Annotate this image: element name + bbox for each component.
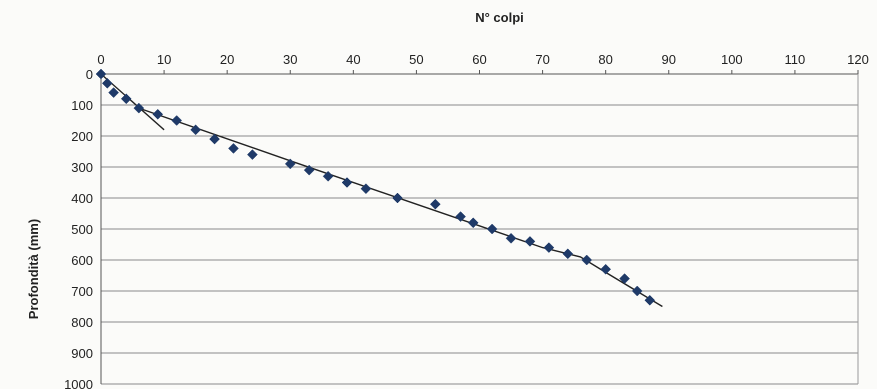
data-point: [101, 77, 113, 89]
data-point: [120, 93, 132, 105]
data-point: [360, 183, 372, 195]
x-tick-label: 40: [346, 52, 360, 67]
y-tick-label: 0: [86, 67, 93, 82]
y-tick-label: 400: [71, 191, 93, 206]
y-tick-label: 1000: [64, 377, 93, 389]
data-point: [209, 133, 220, 145]
data-point: [524, 236, 536, 247]
x-tick-label: 10: [157, 52, 171, 67]
x-tick-label: 20: [220, 52, 234, 67]
data-point: [392, 192, 403, 204]
data-point: [133, 102, 145, 114]
data-point: [600, 263, 612, 275]
y-tick-label: 600: [71, 253, 93, 268]
y-tick-label: 800: [71, 315, 93, 330]
data-point: [284, 158, 296, 170]
y-tick-label: 900: [71, 346, 93, 361]
data-point: [486, 223, 498, 235]
data-point: [228, 143, 239, 154]
x-tick-label: 100: [721, 52, 743, 67]
grid: [101, 73, 858, 385]
x-tick-label: 90: [662, 52, 676, 67]
data-point: [543, 242, 555, 253]
data-point: [631, 285, 643, 297]
x-tick-label: 50: [409, 52, 423, 67]
axes: [100, 70, 859, 384]
data-point: [644, 294, 656, 306]
y-tick-label: 300: [71, 160, 93, 175]
data-point: [455, 211, 466, 222]
data-point: [190, 124, 201, 136]
data-point: [619, 273, 630, 284]
data-point: [303, 164, 315, 176]
x-tick-label: 70: [535, 52, 549, 67]
x-axis-title: N° colpi: [475, 10, 524, 25]
data-point: [341, 177, 353, 188]
data-point: [467, 217, 479, 229]
x-tick-label: 120: [847, 52, 869, 67]
trendlines: [100, 73, 663, 308]
x-tick-label: 30: [283, 52, 297, 67]
data-point: [429, 198, 441, 210]
y-axis-title: Profondità (mm): [26, 219, 41, 319]
tick-labels: 0 100 200 300 400 500 600 700 800 900 1000 0 10 20 30 4…: [64, 52, 869, 389]
data-point: [322, 170, 334, 182]
x-tick-label: 0: [97, 52, 104, 67]
data-points: [95, 68, 656, 306]
data-point: [95, 68, 107, 80]
data-point: [247, 149, 258, 160]
x-tick-label: 60: [472, 52, 486, 67]
x-tick-label: 110: [785, 52, 806, 67]
data-point: [562, 248, 574, 260]
y-tick-label: 100: [71, 98, 93, 113]
y-tick-label: 500: [71, 222, 93, 237]
data-point: [108, 87, 119, 98]
y-tick-label: 700: [71, 284, 93, 299]
data-point: [152, 108, 164, 120]
data-point: [505, 232, 517, 244]
data-point: [171, 115, 183, 126]
data-point: [581, 254, 593, 266]
y-tick-label: 200: [71, 129, 93, 144]
x-tick-label: 80: [598, 52, 612, 67]
